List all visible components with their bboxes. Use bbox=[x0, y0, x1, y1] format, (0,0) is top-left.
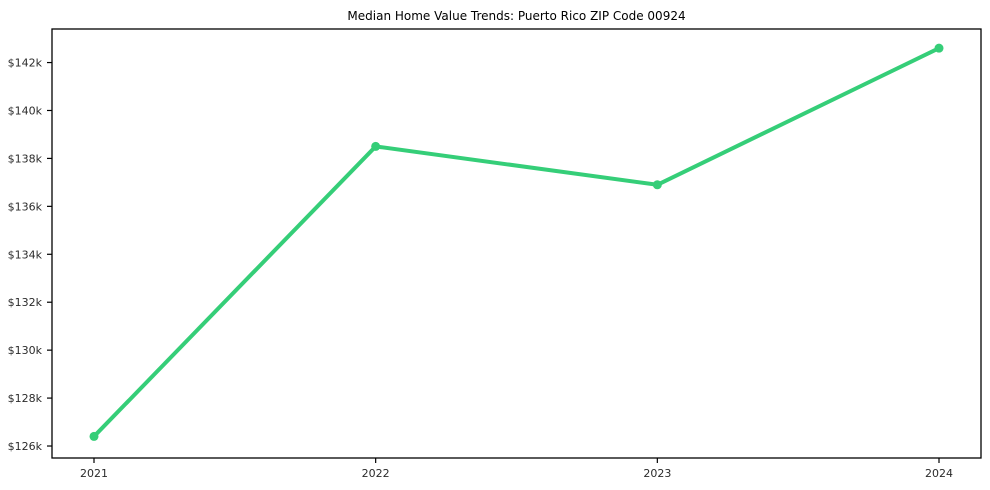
data-point-2022 bbox=[371, 141, 381, 151]
y-tick-label: $138k bbox=[8, 152, 43, 165]
y-tick-label: $142k bbox=[8, 57, 43, 70]
y-tick-label: $140k bbox=[8, 104, 43, 117]
data-point-2023 bbox=[652, 180, 662, 190]
y-tick-label: $134k bbox=[8, 248, 43, 261]
y-tick-label: $128k bbox=[8, 392, 43, 405]
y-tick-label: $136k bbox=[8, 200, 43, 213]
y-tick-label: $132k bbox=[8, 296, 43, 309]
x-tick-label: 2022 bbox=[362, 467, 390, 480]
data-point-2021 bbox=[89, 431, 99, 441]
y-tick-label: $130k bbox=[8, 344, 43, 357]
plot-border bbox=[51, 28, 982, 459]
x-tick-label: 2024 bbox=[925, 467, 953, 480]
x-tick-label: 2023 bbox=[643, 467, 671, 480]
chart-title: Median Home Value Trends: Puerto Rico ZI… bbox=[347, 9, 686, 23]
x-tick-label: 2021 bbox=[80, 467, 108, 480]
data-point-2024 bbox=[934, 43, 944, 53]
trend-line bbox=[92, 46, 941, 439]
y-tick-label: $126k bbox=[8, 440, 43, 453]
